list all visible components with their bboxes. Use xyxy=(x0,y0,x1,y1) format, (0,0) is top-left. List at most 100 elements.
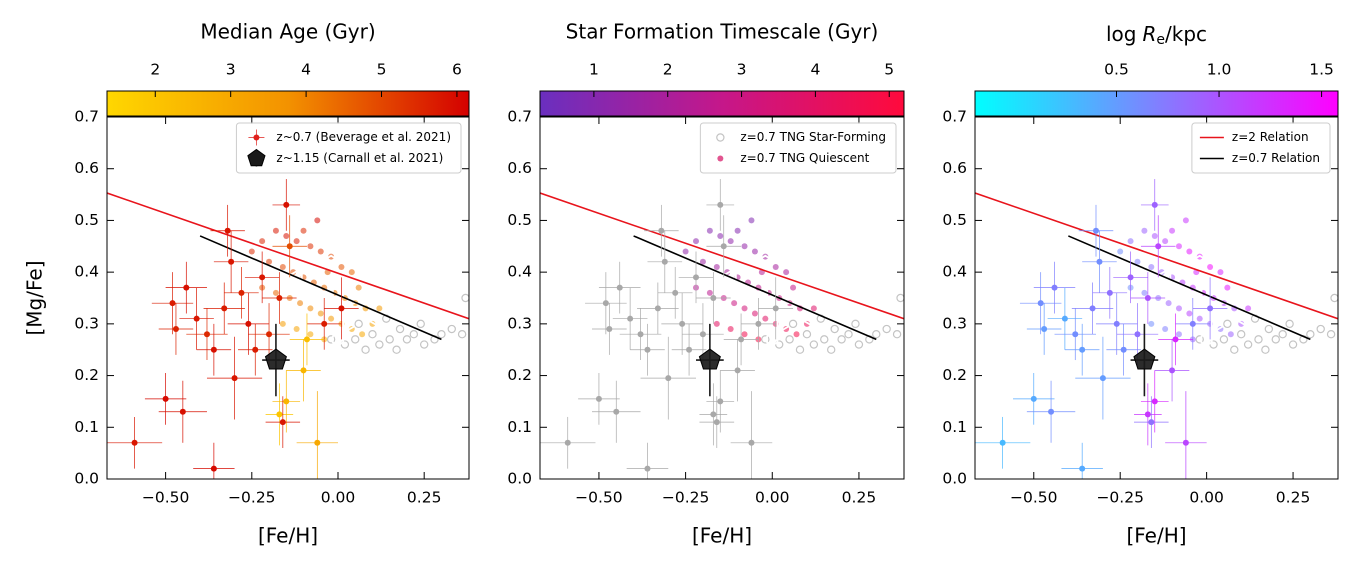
point xyxy=(793,331,800,338)
point xyxy=(1051,284,1058,291)
point xyxy=(1186,310,1193,317)
y-tick-label: 0.5 xyxy=(507,211,532,229)
colorbar-tick-label: 2 xyxy=(150,61,160,79)
point xyxy=(802,330,812,339)
point xyxy=(259,238,266,245)
point xyxy=(321,320,328,327)
point xyxy=(748,439,755,446)
relation-line xyxy=(1068,235,1311,341)
point xyxy=(661,258,668,265)
point xyxy=(416,319,425,329)
point xyxy=(1169,227,1176,234)
legend-label: z~1.15 (Carnall et al. 2021) xyxy=(276,151,443,165)
point xyxy=(1096,258,1103,265)
point xyxy=(272,227,279,234)
y-tick-label: 0.6 xyxy=(507,159,532,177)
point xyxy=(1134,258,1141,265)
point xyxy=(1165,300,1172,307)
point xyxy=(693,274,699,281)
binned-point xyxy=(269,244,283,259)
point xyxy=(276,295,283,301)
point xyxy=(286,243,293,250)
point xyxy=(303,336,310,343)
point xyxy=(210,465,217,472)
legend-swatch xyxy=(253,134,260,141)
point xyxy=(1148,263,1155,270)
point xyxy=(713,263,720,270)
point xyxy=(734,367,741,374)
point xyxy=(809,340,819,349)
point xyxy=(1148,320,1155,327)
binned-point xyxy=(290,234,303,249)
point xyxy=(297,300,304,307)
point xyxy=(1219,335,1229,344)
y-tick-label: 0.2 xyxy=(507,366,532,384)
point xyxy=(795,345,805,354)
point xyxy=(872,330,881,339)
point xyxy=(283,201,290,208)
point xyxy=(602,300,609,307)
y-axis-label: [Mg/Fe] xyxy=(23,260,47,335)
y-tick-label: 0.3 xyxy=(74,314,99,332)
y-tick-label: 0.4 xyxy=(942,263,967,281)
point xyxy=(259,274,266,281)
point xyxy=(1120,346,1127,353)
point xyxy=(276,411,283,418)
point xyxy=(1144,295,1151,301)
point xyxy=(1207,263,1214,270)
legend-swatch xyxy=(716,133,725,142)
point xyxy=(882,324,891,334)
legend: z=0.7 TNG Star-Forming z=0.7 TNG Quiescen… xyxy=(699,122,897,174)
colorbar-tick-label: 3 xyxy=(226,61,236,79)
point xyxy=(248,248,255,255)
point xyxy=(361,345,370,354)
binned-point xyxy=(1138,244,1151,259)
point xyxy=(169,300,176,307)
colorbar xyxy=(539,90,905,117)
y-tick-label: 0.3 xyxy=(942,314,967,332)
point xyxy=(1113,320,1120,327)
point xyxy=(1278,330,1287,339)
x-tick-label: −0.25 xyxy=(228,489,276,507)
point xyxy=(731,300,738,307)
point xyxy=(1148,419,1155,426)
point xyxy=(1306,330,1315,339)
point xyxy=(698,348,721,370)
point xyxy=(1245,305,1252,312)
colorbar-tick-label: 5 xyxy=(884,61,894,79)
binned-point xyxy=(1200,332,1213,347)
point xyxy=(1227,331,1234,338)
binned-point xyxy=(724,234,737,249)
point xyxy=(221,305,228,312)
point xyxy=(595,395,602,402)
point xyxy=(682,248,689,255)
point xyxy=(1330,293,1338,303)
legend-label: z=0.7 Relation xyxy=(1232,151,1320,165)
point xyxy=(999,439,1006,446)
point xyxy=(616,284,623,291)
y-tick-label: 0.0 xyxy=(507,470,532,488)
point xyxy=(179,408,186,415)
point xyxy=(1236,330,1246,339)
point xyxy=(1162,238,1169,245)
point xyxy=(1243,340,1253,349)
binned-point xyxy=(755,290,768,306)
x-tick-label: 0.25 xyxy=(1276,489,1311,507)
axes-frame xyxy=(974,116,1339,480)
point xyxy=(606,326,613,333)
point xyxy=(231,375,238,382)
point xyxy=(720,243,727,250)
point xyxy=(627,315,634,322)
point xyxy=(1207,305,1214,312)
y-tick-label: 0.6 xyxy=(74,159,99,177)
point xyxy=(317,248,324,255)
point xyxy=(699,258,706,265)
point xyxy=(693,238,699,245)
y-tick-label: 0.1 xyxy=(74,418,99,436)
point xyxy=(437,330,446,339)
point xyxy=(713,419,720,426)
colorbar-tick-label: 1 xyxy=(589,61,599,79)
binned-point xyxy=(1200,285,1213,300)
relation-line xyxy=(633,235,877,341)
point xyxy=(351,335,360,344)
